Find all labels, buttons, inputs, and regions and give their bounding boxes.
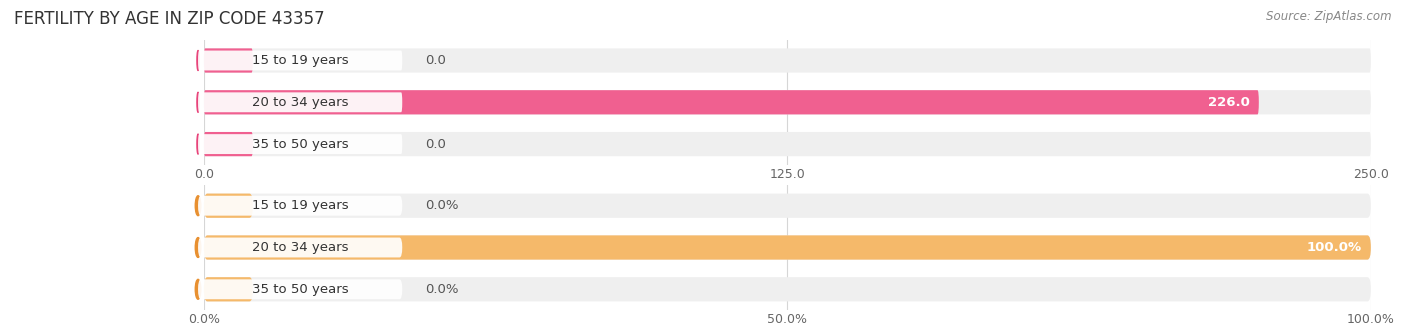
Circle shape <box>195 196 201 215</box>
Text: 20 to 34 years: 20 to 34 years <box>252 241 349 254</box>
FancyBboxPatch shape <box>198 134 402 154</box>
Text: 0.0: 0.0 <box>426 54 447 67</box>
FancyBboxPatch shape <box>204 194 1371 218</box>
Text: 35 to 50 years: 35 to 50 years <box>252 138 349 150</box>
Text: 15 to 19 years: 15 to 19 years <box>252 199 349 212</box>
Text: 15 to 19 years: 15 to 19 years <box>252 54 349 67</box>
Text: 20 to 34 years: 20 to 34 years <box>252 96 349 109</box>
FancyBboxPatch shape <box>198 238 402 257</box>
FancyBboxPatch shape <box>204 132 253 156</box>
Circle shape <box>197 134 200 154</box>
Text: 0.0: 0.0 <box>426 138 447 150</box>
FancyBboxPatch shape <box>204 49 1371 73</box>
FancyBboxPatch shape <box>198 92 402 112</box>
FancyBboxPatch shape <box>204 194 253 218</box>
FancyBboxPatch shape <box>204 277 1371 301</box>
FancyBboxPatch shape <box>204 49 253 73</box>
Text: 35 to 50 years: 35 to 50 years <box>252 283 349 296</box>
Circle shape <box>195 238 201 257</box>
FancyBboxPatch shape <box>198 280 402 299</box>
FancyBboxPatch shape <box>204 235 1371 260</box>
Text: FERTILITY BY AGE IN ZIP CODE 43357: FERTILITY BY AGE IN ZIP CODE 43357 <box>14 10 325 28</box>
Text: 226.0: 226.0 <box>1208 96 1250 109</box>
Circle shape <box>197 92 200 112</box>
Text: 0.0%: 0.0% <box>426 199 460 212</box>
Text: 0.0%: 0.0% <box>426 283 460 296</box>
Text: Source: ZipAtlas.com: Source: ZipAtlas.com <box>1267 10 1392 23</box>
FancyBboxPatch shape <box>204 132 1371 156</box>
Circle shape <box>195 280 201 299</box>
FancyBboxPatch shape <box>204 235 1371 260</box>
FancyBboxPatch shape <box>198 196 402 215</box>
FancyBboxPatch shape <box>204 277 253 301</box>
FancyBboxPatch shape <box>204 90 1258 115</box>
FancyBboxPatch shape <box>204 90 1371 115</box>
Text: 100.0%: 100.0% <box>1306 241 1361 254</box>
Circle shape <box>197 50 200 70</box>
FancyBboxPatch shape <box>198 50 402 70</box>
